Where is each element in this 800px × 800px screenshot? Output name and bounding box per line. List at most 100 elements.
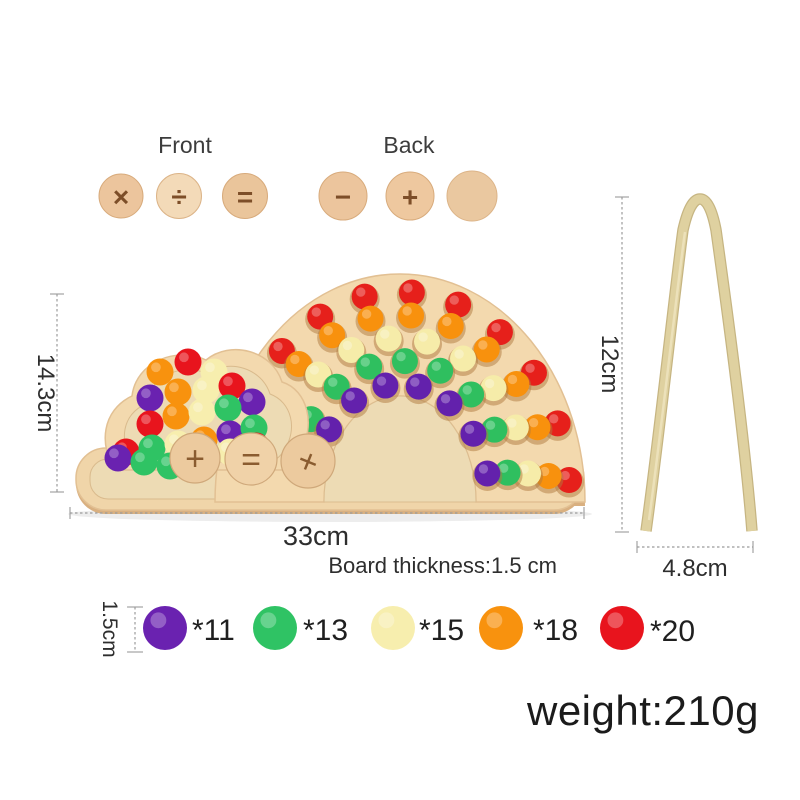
ball-highlight xyxy=(197,380,207,391)
board-height-label: 14.3cm xyxy=(32,354,59,433)
ball-highlight xyxy=(376,376,387,386)
legend-ball-green xyxy=(253,606,297,650)
legend-count-red: *20 xyxy=(650,615,695,648)
ball-highlight xyxy=(328,377,338,387)
pompom-orange xyxy=(162,402,190,430)
rainbow-ball-orange xyxy=(437,313,464,340)
rainbow-ball-orange xyxy=(319,322,346,349)
rainbow-board: + = + xyxy=(68,273,592,522)
ball-highlight xyxy=(462,385,472,395)
ball-highlight xyxy=(260,612,277,629)
pompom-red xyxy=(174,348,202,376)
rainbow-ball-green xyxy=(391,348,418,375)
ball-highlight xyxy=(311,307,321,317)
rainbow-ball-orange xyxy=(535,462,562,489)
rainbow-ball-red xyxy=(351,283,378,310)
dim-board-height: 14.3cm xyxy=(32,293,64,493)
ball-highlight xyxy=(360,357,370,367)
multiply-symbol: × xyxy=(113,182,129,213)
rainbow-ball-orange xyxy=(473,336,500,363)
tweezers-width-label: 4.8cm xyxy=(662,555,727,582)
ball-highlight xyxy=(403,283,413,293)
rainbow-ball-orange xyxy=(357,305,384,332)
legend-balls xyxy=(143,606,644,650)
dim-tweezers-width: 4.8cm xyxy=(636,541,754,582)
pompom-green xyxy=(214,394,242,422)
legend-count-purple: *11 xyxy=(192,614,235,647)
ball-highlight xyxy=(219,398,229,409)
rainbow-ball-orange xyxy=(524,414,551,441)
pompom-green xyxy=(130,448,158,476)
ball-highlight xyxy=(464,424,475,434)
ball-highlight xyxy=(109,448,119,459)
ball-highlight xyxy=(323,325,333,336)
ball-highlight xyxy=(549,414,559,424)
rainbow-ball-green xyxy=(427,357,454,384)
rainbow-ball-yellow xyxy=(338,336,365,363)
rainbow-ball-orange xyxy=(503,371,530,398)
front-disc-multiply xyxy=(98,173,144,219)
ball-highlight xyxy=(418,332,428,342)
bamboo-tweezers xyxy=(640,193,758,532)
ball-highlight xyxy=(402,306,412,316)
ball-highlight xyxy=(410,377,420,387)
board-width-label: 33cm xyxy=(283,521,349,551)
pompom-purple xyxy=(238,388,266,416)
ball-highlight xyxy=(478,464,489,474)
legend-count-cream: *15 xyxy=(419,614,464,647)
ball-highlight xyxy=(484,378,495,389)
ball-highlight xyxy=(290,354,300,365)
ball-highlight xyxy=(442,316,452,327)
board-disc-3 xyxy=(280,433,336,489)
rainbow-ball-green xyxy=(356,353,383,380)
ball-highlight xyxy=(396,351,406,362)
ball-highlight xyxy=(454,349,464,359)
ball-highlight xyxy=(179,352,189,363)
rainbow-ball-purple xyxy=(460,420,487,447)
rainbow-ball-red xyxy=(398,279,425,306)
rainbow-ball-yellow xyxy=(502,414,529,441)
ball-highlight xyxy=(356,287,366,297)
ball-highlight xyxy=(486,612,503,629)
ball-highlight xyxy=(449,295,459,305)
ball-highlight xyxy=(499,463,509,473)
rainbow-ball-yellow xyxy=(375,325,402,352)
dim-tweezers-height: 12cm xyxy=(596,196,629,533)
tweezers-highlight xyxy=(647,231,687,521)
legend-count-orange: *18 xyxy=(533,614,578,647)
ball-highlight xyxy=(205,362,215,373)
ball-highlight xyxy=(507,418,517,428)
ball-highlight xyxy=(440,394,451,404)
back-disc-minus xyxy=(318,171,368,221)
ball-highlight xyxy=(167,406,177,417)
tweezers-height-label: 12cm xyxy=(596,335,623,394)
rainbow-ball-orange xyxy=(398,302,425,329)
board-thickness-label: Board thickness:1.5 cm xyxy=(328,553,557,578)
ball-highlight xyxy=(378,612,395,629)
ball-highlight xyxy=(141,414,151,425)
pompom-cream xyxy=(192,376,220,404)
dim-ball-size: 1.5cm xyxy=(98,600,143,658)
front-disc-equals xyxy=(222,173,268,219)
front-label: Front xyxy=(158,132,212,158)
ball-size-label: 1.5cm xyxy=(98,600,121,657)
pompom-red xyxy=(136,410,164,438)
ball-highlight xyxy=(151,362,161,373)
weight-label: weight:210g xyxy=(526,687,759,734)
ball-highlight xyxy=(361,309,372,319)
ball-highlight xyxy=(273,341,283,352)
ball-highlight xyxy=(150,612,167,629)
legend-ball-orange xyxy=(479,606,523,650)
rainbow-ball-red xyxy=(445,291,472,318)
tweezers-body xyxy=(641,194,757,532)
board-disc-equals-symbol: = xyxy=(241,441,261,479)
board-disc-1 xyxy=(169,432,221,484)
equals-symbol: = xyxy=(237,182,253,213)
ball-highlight xyxy=(320,420,330,430)
ball-highlight xyxy=(309,365,319,375)
front-disc-divide xyxy=(156,173,202,219)
rainbow-ball-purple xyxy=(436,390,463,417)
rainbow-ball-purple xyxy=(474,460,501,487)
